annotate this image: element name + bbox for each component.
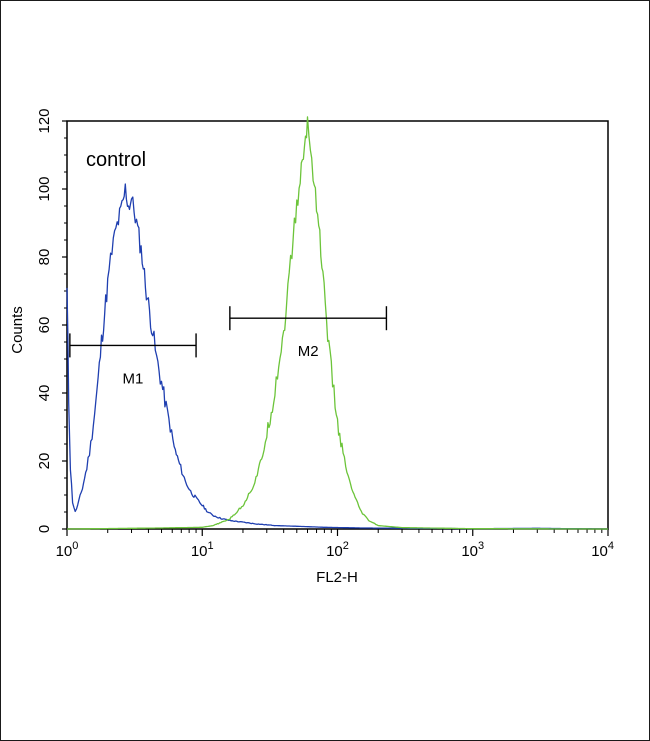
- y-tick-label-5: 100: [36, 176, 53, 201]
- marker-layer: M1 M2: [69, 306, 388, 387]
- x-tick-exponent-2: 2: [343, 540, 349, 552]
- y-tick-label-1: 20: [36, 453, 53, 470]
- x-tick-label-4: 104: [591, 540, 614, 560]
- x-tick-base-3: 10: [461, 543, 478, 560]
- x-tick-label-0: 100: [56, 540, 79, 560]
- y-tick-label-0: 0: [36, 525, 53, 533]
- y-tick-label-2: 40: [36, 385, 53, 402]
- x-tick-base-2: 10: [326, 543, 343, 560]
- x-tick-base-0: 10: [56, 543, 73, 560]
- y-tick-label-6: 120: [36, 108, 53, 133]
- x-tick-label-3: 103: [461, 540, 484, 560]
- y-axis-title: Counts: [9, 306, 26, 354]
- annotation-control: control: [86, 149, 146, 171]
- series-1-line: [67, 116, 608, 530]
- series-layer: [66, 116, 608, 530]
- y-tick-label-3: 60: [36, 317, 53, 334]
- plot-area: [66, 120, 609, 530]
- x-axis-title: FL2-H: [316, 569, 358, 586]
- x-axis-ticks: 100 101 102 103 104: [56, 529, 614, 560]
- x-tick-label-2: 102: [326, 540, 349, 560]
- y-tick-label-4: 80: [36, 249, 53, 266]
- marker-0-label: M1: [123, 370, 144, 387]
- x-tick-base-1: 10: [191, 543, 208, 560]
- x-tick-exponent-3: 3: [478, 540, 484, 552]
- marker-1-label: M2: [298, 343, 319, 360]
- x-tick-exponent-0: 0: [72, 540, 78, 552]
- y-axis-ticks: 0 20 40 60 80 100 120: [36, 108, 67, 533]
- x-tick-base-4: 10: [591, 543, 608, 560]
- x-tick-exponent-4: 4: [608, 540, 614, 552]
- x-tick-label-1: 101: [191, 540, 214, 560]
- x-tick-exponent-1: 1: [208, 540, 214, 552]
